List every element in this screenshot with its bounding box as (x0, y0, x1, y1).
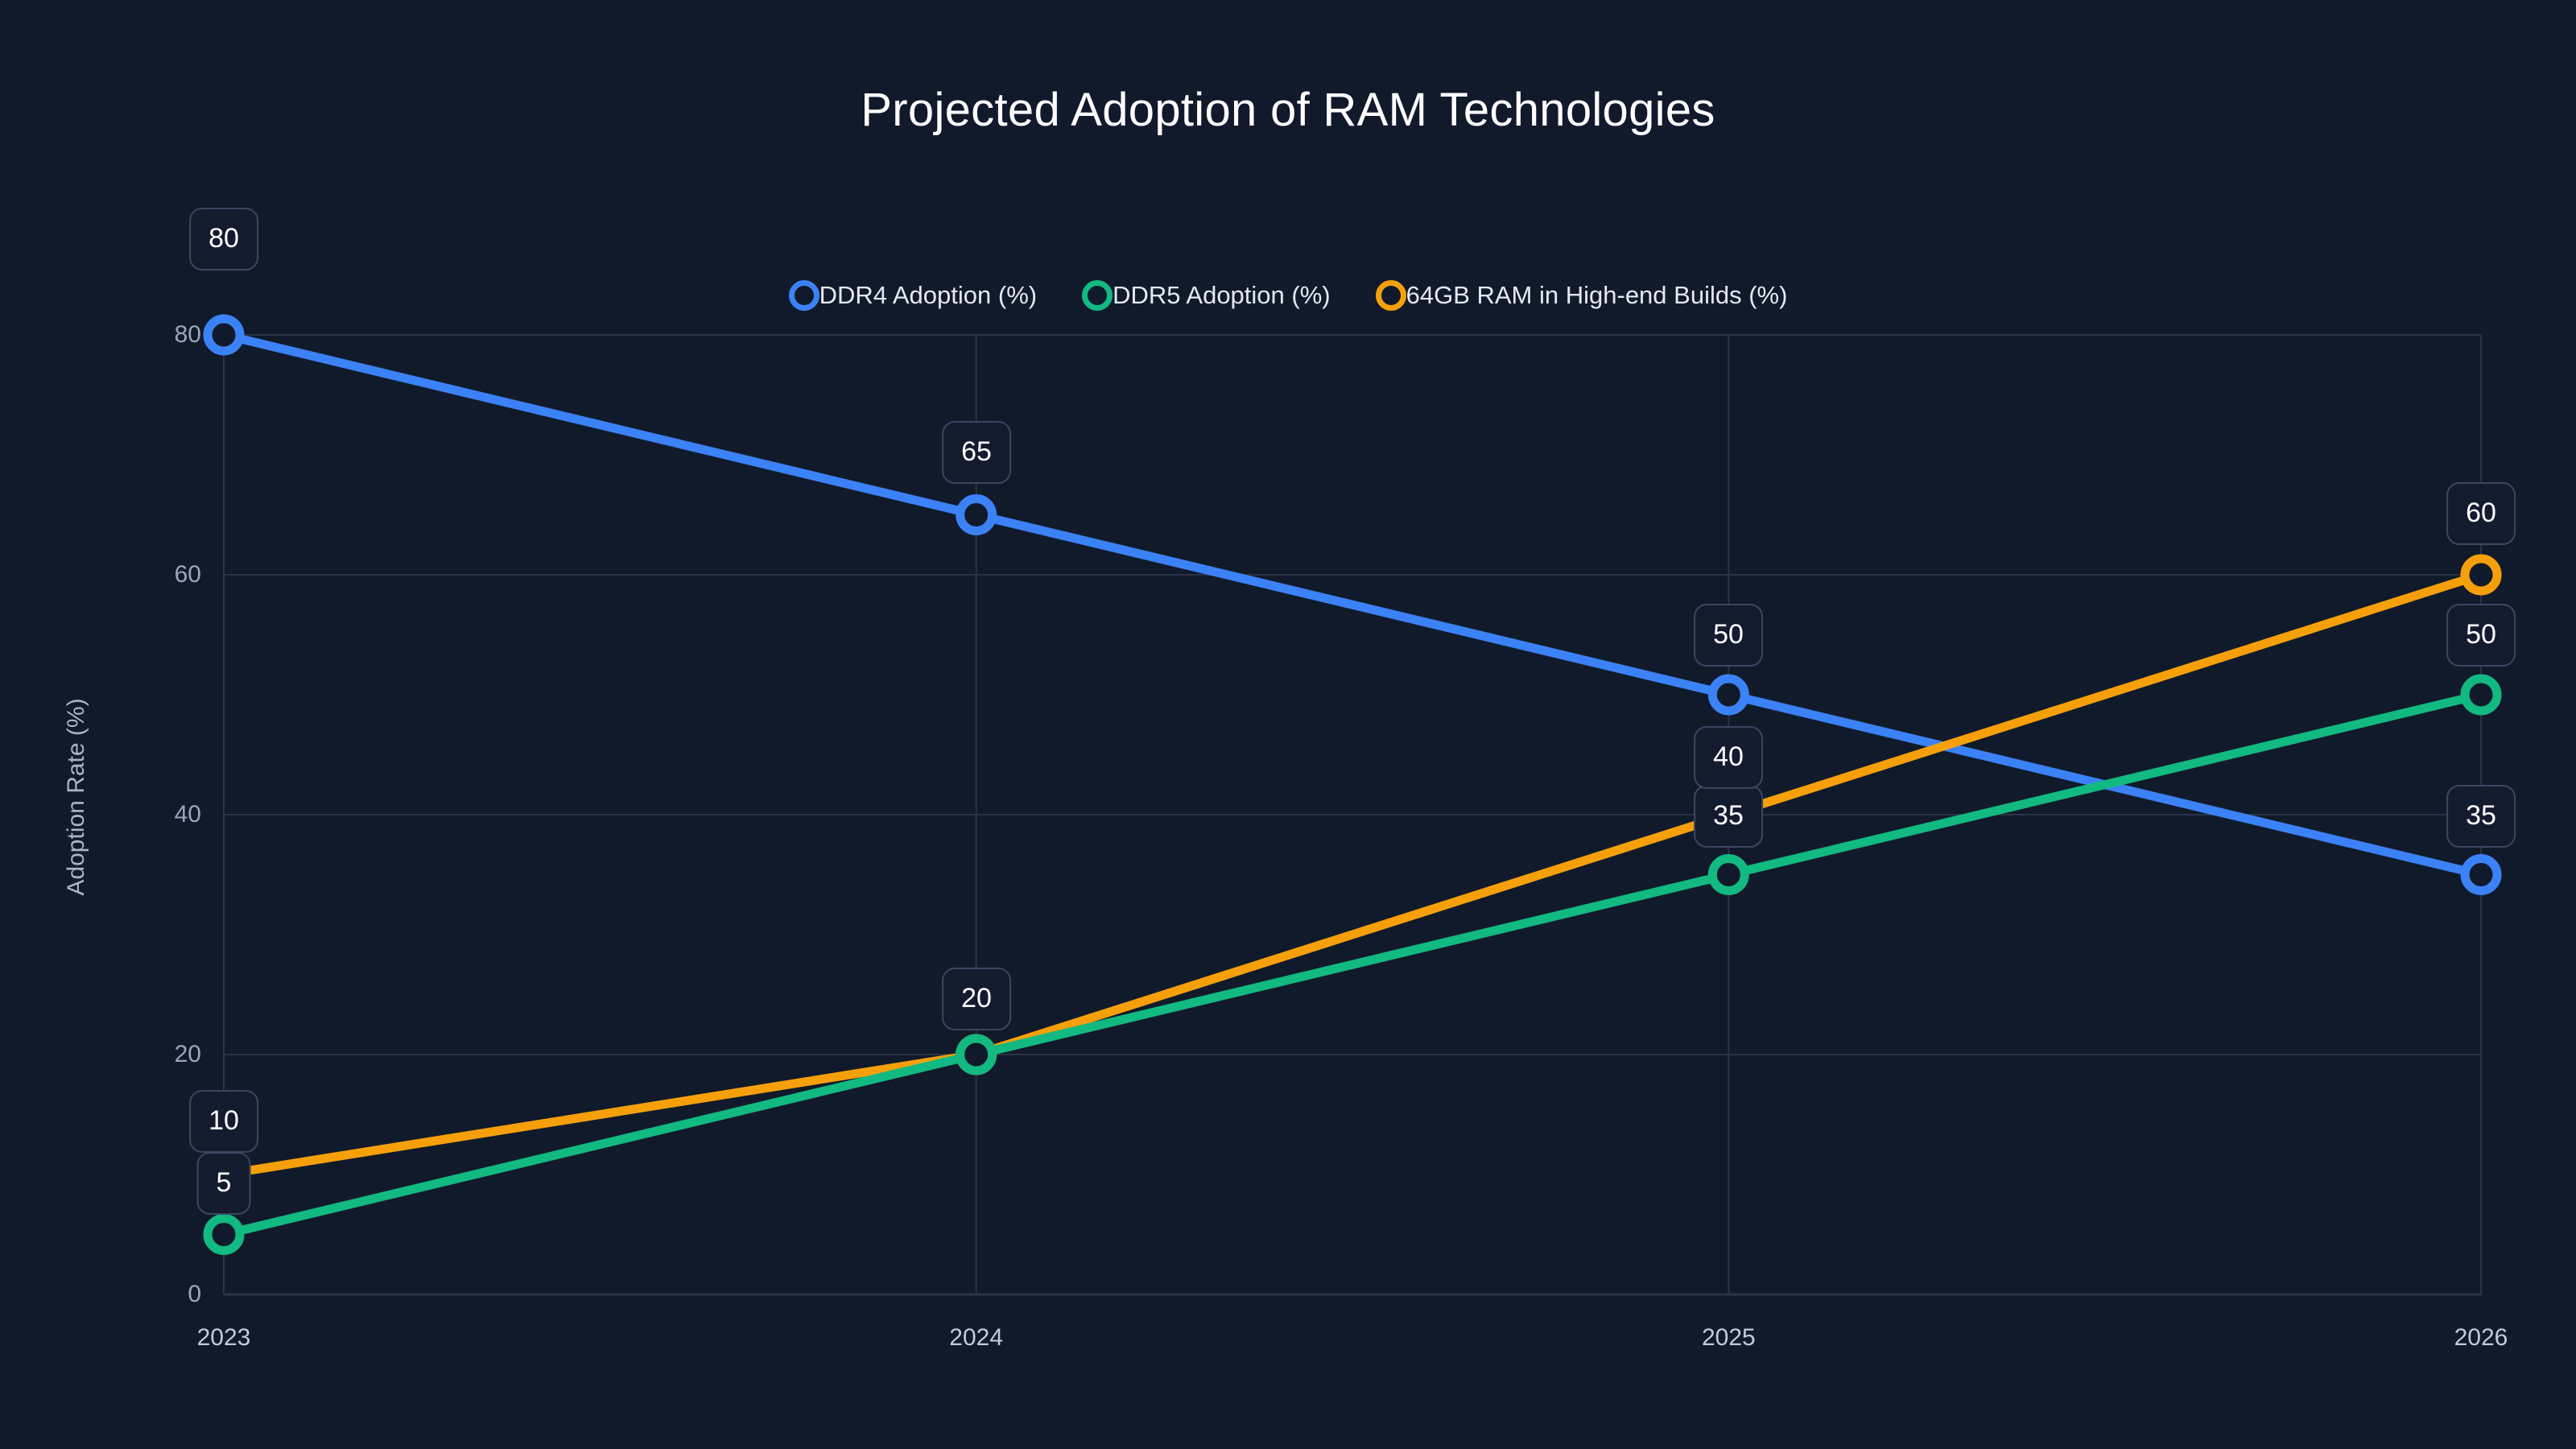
y-axis-tick-label: 40 (174, 801, 201, 828)
series-line (219, 690, 2486, 1239)
data-point-marker[interactable] (203, 314, 245, 356)
data-point-marker[interactable] (203, 1214, 245, 1255)
data-point-marker[interactable] (956, 494, 997, 535)
data-point-marker[interactable] (1707, 674, 1749, 716)
y-axis-title: Adoption Rate (%) (63, 698, 89, 896)
data-value-label: 40 (1694, 726, 1763, 789)
data-point-marker[interactable] (2460, 554, 2502, 596)
x-axis-tick-label: 2026 (2454, 1324, 2508, 1351)
data-value-label: 5 (196, 1152, 251, 1215)
series-markers (203, 314, 2502, 1255)
series-line (219, 570, 2486, 1179)
x-axis-tick-label: 2025 (1701, 1324, 1756, 1351)
data-value-label: 60 (2446, 482, 2516, 545)
y-axis-tick-label: 0 (188, 1281, 201, 1307)
data-value-label: 35 (1694, 785, 1763, 848)
data-value-label: 10 (189, 1090, 258, 1153)
y-axis-tick-label: 20 (174, 1041, 201, 1067)
data-value-label: 80 (189, 208, 258, 270)
y-axis-tick-label: 60 (174, 561, 201, 588)
y-axis-tick-label: 80 (174, 321, 201, 348)
data-point-marker[interactable] (2460, 674, 2502, 716)
data-value-label: 20 (942, 968, 1011, 1030)
data-value-label: 50 (2446, 604, 2516, 667)
data-value-label: 50 (1694, 604, 1763, 667)
data-point-marker[interactable] (2460, 854, 2502, 895)
data-value-label: 35 (2446, 785, 2516, 848)
data-value-label: 65 (942, 421, 1011, 484)
series-lines (219, 330, 2486, 1239)
series-line (219, 330, 2486, 879)
x-axis-tick-label: 2023 (196, 1324, 251, 1351)
chart-title: Projected Adoption of RAM Technologies (861, 84, 1715, 136)
data-point-marker[interactable] (956, 1034, 997, 1075)
data-point-marker[interactable] (1707, 854, 1749, 895)
x-axis-tick-label: 2024 (949, 1324, 1004, 1351)
